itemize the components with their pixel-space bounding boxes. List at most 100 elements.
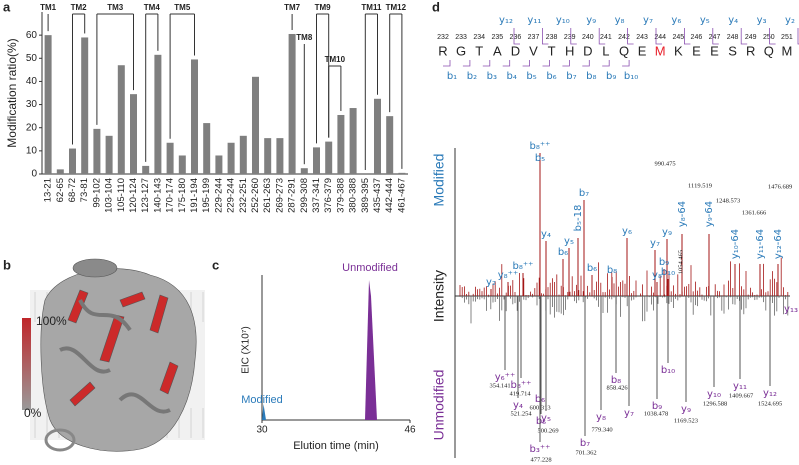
mass-label: 1524.695 <box>758 400 782 407</box>
y-axis-label: Modification ratio(%) <box>5 38 19 147</box>
b-ion: b₇ <box>566 71 576 82</box>
ion-label: y₄ <box>513 400 523 411</box>
x-axis-label: Elution time (min) <box>293 440 379 452</box>
bar <box>56 169 64 174</box>
residue-number: 236 <box>510 34 522 41</box>
x-tick-label: 99-102 <box>91 178 102 208</box>
x-tick-label: 62-65 <box>55 178 66 202</box>
bar <box>215 155 223 174</box>
ion-label: y₇ <box>650 238 660 249</box>
bar <box>44 35 52 175</box>
bar <box>142 165 150 174</box>
bar <box>69 148 76 174</box>
bar <box>325 141 333 174</box>
x-tick-label: 261-263 <box>262 178 273 213</box>
residue-number: 243 <box>636 34 648 41</box>
b-ion: b₁ <box>447 71 457 82</box>
bar <box>252 76 259 174</box>
ion-label: b₃⁺⁺ <box>530 444 551 455</box>
bar <box>349 108 357 174</box>
panel-label: b <box>3 257 11 272</box>
tm-label: TM7 <box>284 3 301 12</box>
ion-label: b₆ <box>558 247 568 258</box>
tm-label: TM4 <box>144 3 161 12</box>
b-ion-bracket <box>602 60 610 67</box>
residue: T <box>475 43 483 58</box>
ion-label: b₁₀ <box>661 365 675 376</box>
tm-label: TM2 <box>71 3 88 12</box>
ion-label: b₆ <box>587 263 597 274</box>
x-tick-label: 232-251 <box>238 178 249 213</box>
x-tick-label: 269-273 <box>274 178 285 213</box>
y-tick-label: 60 <box>26 30 38 41</box>
y-ion: y₄ <box>728 15 738 26</box>
x-tick-label: 379-388 <box>335 178 346 213</box>
ion-label: b₈ <box>607 265 617 276</box>
residue-number: 239 <box>564 34 576 41</box>
y-tick-label: 30 <box>26 99 38 110</box>
x-tick-label: 287-291 <box>287 178 298 213</box>
bar <box>239 135 247 174</box>
y-ion-bracket <box>513 28 520 45</box>
ion-label: y₁₀-64 <box>730 229 741 259</box>
y-ion-bracket <box>712 28 719 45</box>
y-ion: y₁₀ <box>556 15 570 26</box>
y-tick-label: 40 <box>26 76 38 87</box>
panel-label: d <box>432 0 440 14</box>
residue: E <box>710 43 719 58</box>
bar <box>276 138 284 174</box>
bar <box>203 123 211 174</box>
y-ion-bracket <box>570 28 577 45</box>
b-ion-bracket <box>522 60 530 67</box>
y-axis-label: Intensity <box>431 270 447 322</box>
b-ion: b₁₀ <box>624 71 638 82</box>
bar <box>288 33 296 174</box>
b-ion-bracket <box>462 60 471 67</box>
y-ion-bracket <box>740 28 748 45</box>
b-ion-bracket <box>443 60 451 67</box>
panel-label: a <box>3 0 11 14</box>
x-tick-label: 68-72 <box>67 178 78 202</box>
mass-label: 779.340 <box>591 426 612 433</box>
tm-label: TM5 <box>174 3 191 12</box>
residue-number: 240 <box>582 34 594 41</box>
bar <box>93 128 101 174</box>
bar <box>178 155 186 174</box>
peak-label: Modified <box>241 394 283 406</box>
b-ion: b₆ <box>546 71 556 82</box>
ion-label: b₅ <box>536 416 546 427</box>
x-tick-label: 229-244 <box>226 178 237 213</box>
residue: R <box>746 43 755 58</box>
residue-number: 251 <box>781 34 793 41</box>
residue-number: 247 <box>709 34 721 41</box>
protein <box>40 258 197 452</box>
b-ion: b₅ <box>526 71 536 82</box>
x-tick-label: 123-127 <box>140 178 151 213</box>
ion-label: y₁₀ <box>707 389 721 400</box>
bar <box>166 142 174 174</box>
residue: K <box>674 43 683 58</box>
y-tick-label: 50 <box>26 53 38 64</box>
x-tick-label: 376-379 <box>323 178 334 213</box>
x-tick-label: 170-174 <box>165 178 176 213</box>
residue-number: 234 <box>473 34 485 41</box>
x-tick-label: 103-104 <box>104 178 115 213</box>
x-tick-label: 13-21 <box>43 178 54 202</box>
residue: M <box>655 43 666 58</box>
residue: R <box>438 43 447 58</box>
ion-label: b₅-18 <box>573 205 584 232</box>
b-ion-bracket <box>502 60 511 67</box>
x-tick-label: 46 <box>404 425 416 436</box>
y-ion: y₅ <box>700 15 710 26</box>
b-ion: b₃ <box>487 71 497 82</box>
ion-label: b₇ <box>580 438 590 449</box>
ion-label: y₁₁ <box>733 381 747 392</box>
mass-label: 354.141 <box>489 382 510 389</box>
bar <box>117 65 125 174</box>
ion-label: y₉ <box>662 227 672 238</box>
ion-label: b₈⁺⁺ <box>513 261 534 272</box>
bar <box>264 138 272 174</box>
mass-label: 1054.465 <box>677 250 684 274</box>
residue: G <box>456 43 466 58</box>
y-ion: y₉ <box>586 15 596 26</box>
